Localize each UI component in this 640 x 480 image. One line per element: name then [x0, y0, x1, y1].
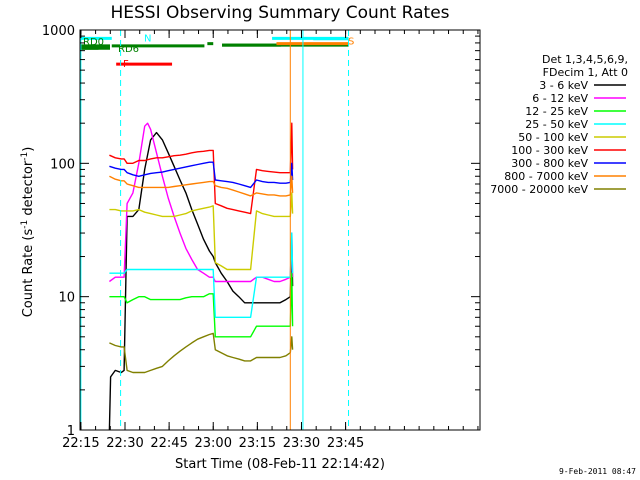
legend-entry-2: 12 - 25 keV	[525, 105, 588, 118]
x-tick-label: 22:30	[106, 436, 143, 451]
s-label: S	[348, 37, 354, 48]
chart-title: HESSI Observing Summary Count Rates	[110, 3, 449, 23]
series-line-4	[109, 192, 294, 271]
plot-frame	[79, 29, 481, 431]
f-label: F	[123, 59, 129, 70]
legend-header-1: FDecim 1, Att 0	[543, 66, 628, 79]
y-tick-label: 1000	[42, 24, 75, 39]
y-axis-label-sup2: -1	[20, 152, 30, 161]
legend-entry-6: 300 - 800 keV	[511, 157, 588, 170]
legend-entry-7: 800 - 7000 keV	[504, 170, 588, 183]
y-axis-label-end: )	[21, 147, 36, 152]
legend-entry-8: 7000 - 20000 keV	[490, 183, 588, 196]
legend-entry-3: 25 - 50 keV	[525, 118, 588, 131]
x-tick-label: 22:45	[150, 436, 187, 451]
y-tick-label: 10	[58, 291, 75, 306]
y-tick-label: 100	[50, 157, 75, 172]
y-axis-label-sup1: -1	[20, 220, 30, 229]
y-tick-label: 1	[67, 424, 75, 439]
timestamp-stamp: 9-Feb-2011 08:47	[559, 467, 636, 476]
series-line-6	[109, 161, 294, 189]
rd6-label: RD6	[118, 44, 139, 55]
series-line-3	[109, 232, 294, 318]
x-tick-label: 23:30	[283, 436, 320, 451]
series-line-1	[108, 122, 294, 283]
series-line-0	[108, 131, 294, 431]
legend-entry-0: 3 - 6 keV	[539, 79, 588, 92]
y-axis-label: Count Rate (s-1 detector-1)	[20, 147, 36, 318]
rd0-label: RD0	[83, 37, 104, 48]
legend-entry-1: 6 - 12 keV	[532, 92, 588, 105]
x-tick-label: 23:15	[239, 436, 276, 451]
x-axis-label: Start Time (08-Feb-11 22:14:42)	[175, 457, 385, 472]
series-line-8	[109, 332, 294, 374]
x-tick-label: 22:15	[62, 436, 99, 451]
y-axis-label-mid: detector	[21, 160, 36, 220]
series-line-7	[109, 175, 294, 197]
legend-header-0: Det 1,3,4,5,6,9,	[542, 53, 628, 66]
legend: Det 1,3,4,5,6,9,FDecim 1, Att 03 - 6 keV…	[490, 53, 628, 196]
series-line-5	[109, 122, 294, 215]
legend-entry-4: 50 - 100 keV	[518, 131, 588, 144]
legend-entry-5: 100 - 300 keV	[511, 144, 588, 157]
y-axis-label-part1: Count Rate (s	[21, 229, 36, 318]
x-tick-label: 23:00	[195, 436, 232, 451]
series-line-2	[109, 272, 294, 338]
n-label: N	[144, 33, 151, 44]
x-tick-label: 23:45	[327, 436, 364, 451]
